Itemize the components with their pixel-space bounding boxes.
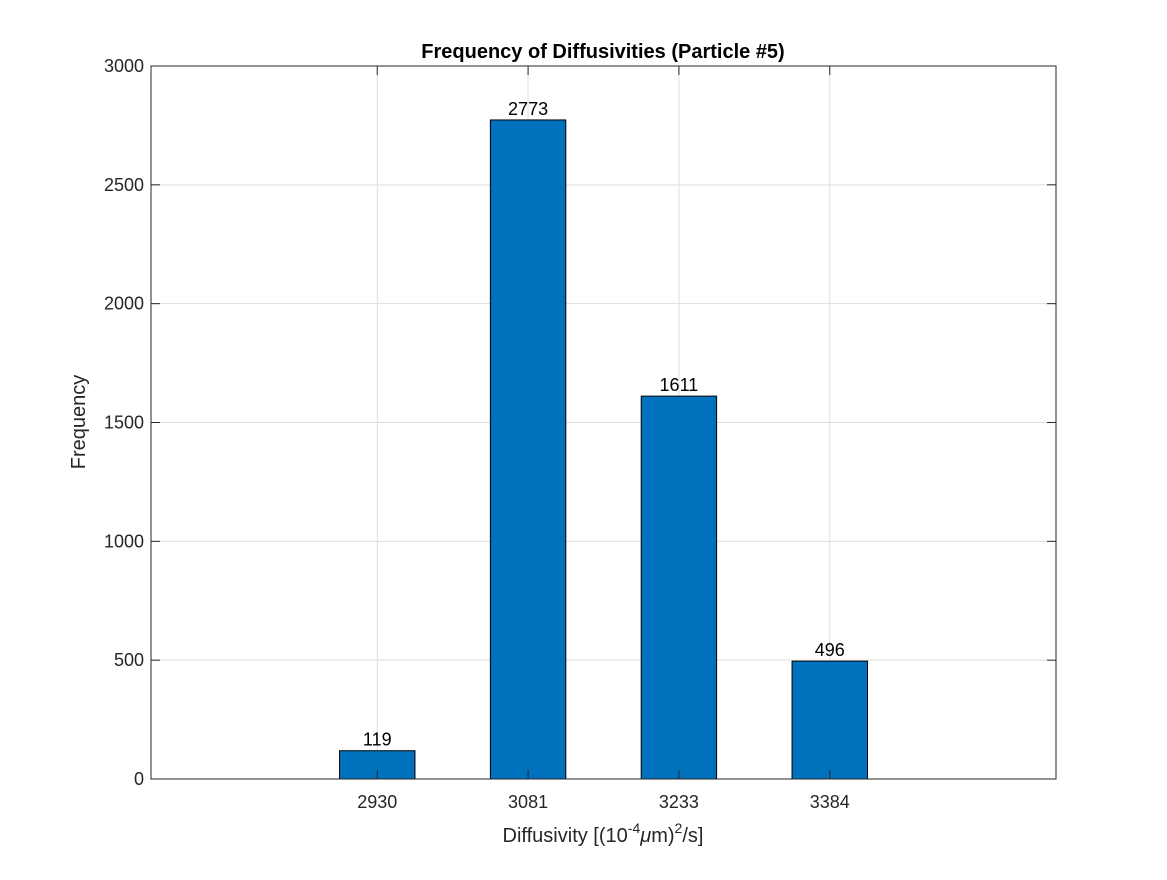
y-tick-label: 3000 <box>104 56 144 76</box>
bar-value-label: 119 <box>363 730 392 750</box>
x-axis-label-mid: m) <box>651 825 674 847</box>
y-tick-label: 0 <box>134 769 144 789</box>
bar <box>791 660 868 780</box>
grid-lines <box>151 65 1056 780</box>
bar-value-label: 1611 <box>660 375 699 395</box>
bar-value-label: 496 <box>815 640 845 660</box>
x-tick-label: 3384 <box>810 792 850 812</box>
y-tick-label: 1500 <box>104 413 144 433</box>
axis-ticks <box>151 65 1056 780</box>
x-axis-label-mu: μ <box>639 825 651 847</box>
bar-value-label: 2773 <box>508 99 548 119</box>
x-axis-label-exp2: 2 <box>675 820 683 836</box>
y-tick-label: 2500 <box>104 175 144 195</box>
x-tick-label: 2930 <box>357 792 397 812</box>
x-axis-label-exp1: -4 <box>628 820 641 836</box>
y-axis-label: Frequency <box>68 375 90 470</box>
y-tick-label: 2000 <box>104 294 144 314</box>
x-axis-label: Diffusivity [(10-4μm)2/s] <box>503 820 704 847</box>
x-axis-label-suffix: /s] <box>682 825 703 847</box>
x-tick-label: 3081 <box>508 792 548 812</box>
y-tick-label: 500 <box>114 650 144 670</box>
bars <box>339 119 868 780</box>
bar <box>489 119 567 780</box>
chart-title: Frequency of Diffusivities (Particle #5) <box>421 41 784 63</box>
x-tick-label: 3233 <box>659 792 699 812</box>
x-axis-label-prefix: Diffusivity [(10 <box>503 825 628 847</box>
y-tick-label: 1000 <box>104 531 144 551</box>
data-labels: 119 2773 1611 496 <box>363 99 845 750</box>
bar <box>640 395 718 780</box>
tick-labels: 0 500 1000 1500 2000 2500 3000 2930 3081 3233 3384 <box>104 56 850 812</box>
